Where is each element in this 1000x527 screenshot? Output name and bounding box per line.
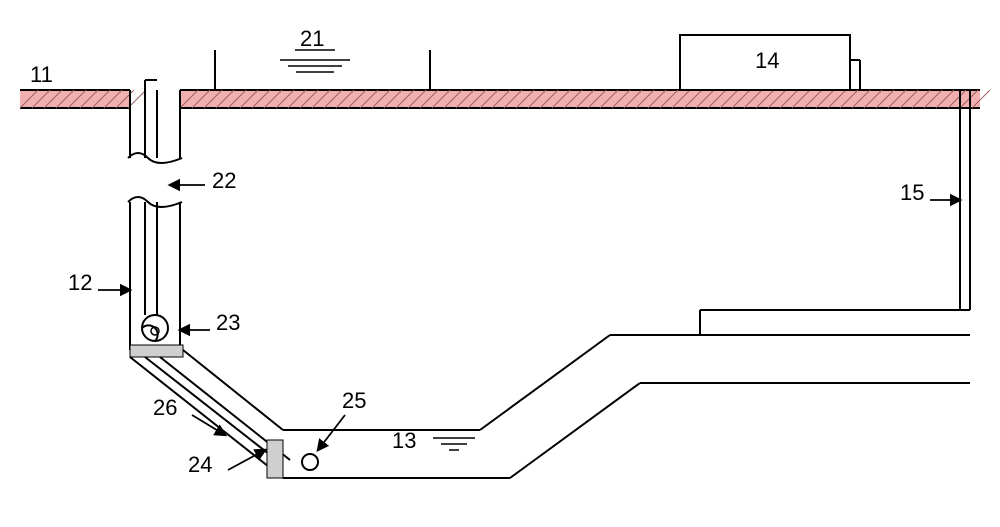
- label-15: 15: [900, 180, 924, 206]
- label-11: 11: [30, 62, 53, 88]
- label-13: 13: [392, 428, 416, 454]
- label-25: 25: [342, 388, 366, 414]
- label-21: 21: [300, 26, 324, 52]
- label-26: 26: [153, 395, 177, 421]
- label-14: 14: [755, 48, 779, 74]
- label-23: 23: [216, 310, 240, 336]
- schematic-diagram: [0, 0, 1000, 527]
- label-22: 22: [212, 168, 236, 194]
- label-12: 12: [68, 270, 92, 296]
- label-24: 24: [188, 452, 212, 478]
